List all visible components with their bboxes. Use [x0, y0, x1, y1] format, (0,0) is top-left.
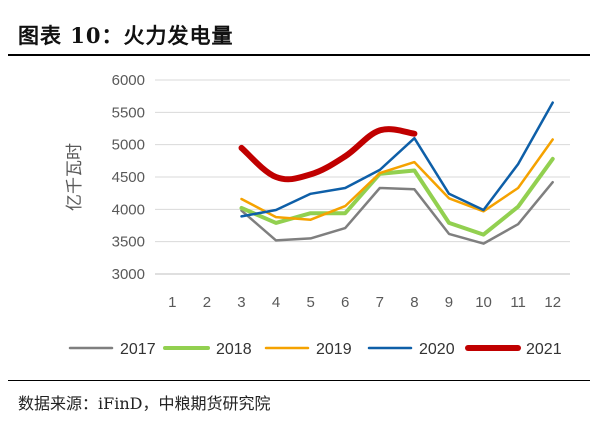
- y-axis-label: 亿千瓦时: [65, 143, 85, 211]
- x-tick-label: 8: [410, 294, 418, 311]
- gridlines: [155, 79, 570, 275]
- footer-divider: [8, 380, 590, 381]
- title-divider: [8, 54, 590, 56]
- x-tick-label: 10: [475, 294, 492, 311]
- source-note: 数据来源：iFinD，中粮期货研究院: [18, 394, 271, 413]
- x-tick-label: 2: [203, 294, 211, 311]
- x-tick-label: 9: [445, 294, 453, 311]
- y-tick-label: 5500: [112, 104, 145, 121]
- series-line-2019: [240, 138, 554, 221]
- legend-label-2017: 2017: [120, 341, 156, 358]
- y-tick-label: 4000: [112, 201, 145, 218]
- y-tick-label: 6000: [112, 72, 145, 89]
- series-line-2021: [238, 126, 418, 183]
- legend-label-2020: 2020: [419, 341, 455, 358]
- series-line-2017: [240, 180, 554, 245]
- y-axis-ticks: 3000 3500 4000 4500 5000 5500 6000: [112, 72, 145, 283]
- series-line-2020: [240, 101, 554, 218]
- x-tick-label: 1: [168, 294, 176, 311]
- x-tick-label: 5: [306, 294, 314, 311]
- y-tick-label: 5000: [112, 137, 145, 154]
- series-lines: [238, 101, 555, 245]
- x-tick-label: 3: [237, 294, 245, 311]
- x-tick-label: 4: [272, 294, 280, 311]
- x-tick-label: 6: [341, 294, 349, 311]
- y-tick-label: 3000: [112, 266, 145, 283]
- legend-label-2018: 2018: [216, 341, 252, 358]
- y-tick-label: 3500: [112, 234, 145, 251]
- y-tick-label: 4500: [112, 169, 145, 186]
- x-axis-ticks: 1 2 3 4 5 6 7 8 9 10 11 12: [168, 294, 561, 311]
- legend-label-2019: 2019: [316, 341, 352, 358]
- x-tick-label: 11: [510, 294, 526, 311]
- page-title: 图表 10：火力发电量: [18, 23, 234, 48]
- legend-label-2021: 2021: [526, 341, 562, 358]
- x-tick-label: 7: [376, 294, 384, 311]
- x-tick-label: 12: [544, 294, 561, 311]
- legend: 2017 2018 2019 2020 2021: [68, 341, 562, 358]
- title-bar: 图表 10：火力发电量: [8, 16, 590, 56]
